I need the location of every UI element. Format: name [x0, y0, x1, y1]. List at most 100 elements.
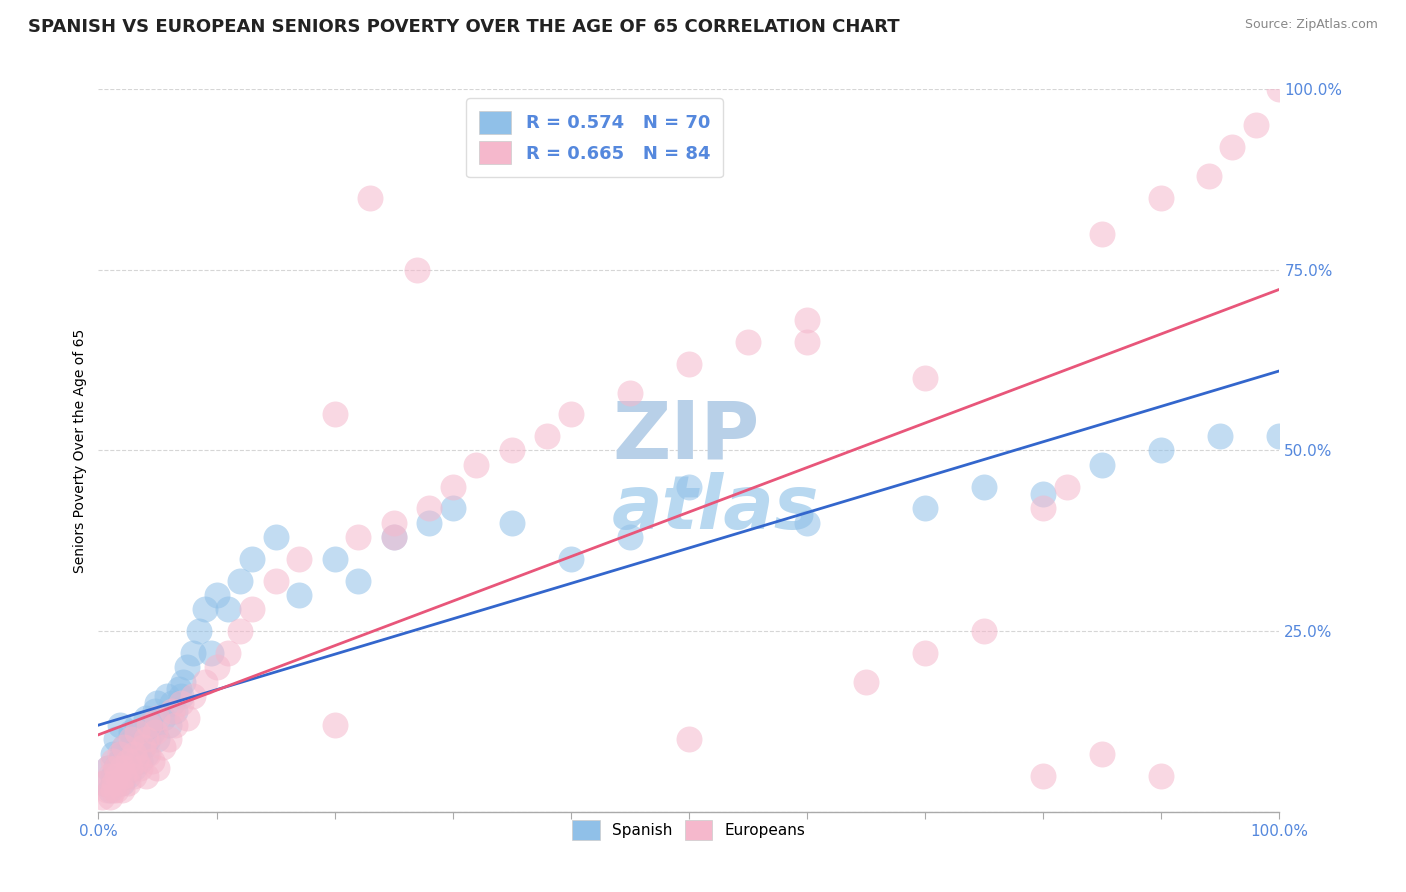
Point	[914, 646, 936, 660]
Point	[117, 754, 139, 768]
Point	[441, 480, 464, 494]
Point	[141, 725, 163, 739]
Point	[1091, 227, 1114, 241]
Point	[135, 711, 157, 725]
Point	[288, 551, 311, 566]
Point	[560, 407, 582, 421]
Point	[914, 501, 936, 516]
Point	[347, 574, 370, 588]
Point	[796, 516, 818, 530]
Point	[1150, 443, 1173, 458]
Point	[194, 674, 217, 689]
Point	[973, 480, 995, 494]
Point	[157, 718, 180, 732]
Point	[103, 776, 125, 790]
Text: Source: ZipAtlas.com: Source: ZipAtlas.com	[1244, 18, 1378, 31]
Text: ZIP: ZIP	[612, 397, 759, 475]
Point	[97, 761, 120, 775]
Point	[1056, 480, 1078, 494]
Point	[501, 516, 523, 530]
Point	[120, 761, 142, 775]
Point	[105, 732, 128, 747]
Point	[737, 334, 759, 349]
Point	[619, 530, 641, 544]
Point	[96, 783, 118, 797]
Point	[111, 761, 134, 775]
Point	[108, 718, 131, 732]
Point	[98, 790, 121, 805]
Text: atlas: atlas	[612, 472, 820, 545]
Point	[146, 761, 169, 775]
Point	[117, 776, 139, 790]
Point	[141, 754, 163, 768]
Point	[441, 501, 464, 516]
Point	[105, 769, 128, 783]
Point	[1091, 747, 1114, 761]
Point	[101, 754, 124, 768]
Point	[108, 754, 131, 768]
Point	[143, 725, 166, 739]
Point	[240, 551, 263, 566]
Point	[122, 769, 145, 783]
Point	[122, 761, 145, 775]
Point	[112, 769, 135, 783]
Point	[796, 334, 818, 349]
Point	[465, 458, 488, 472]
Y-axis label: Seniors Poverty Over the Age of 65: Seniors Poverty Over the Age of 65	[73, 328, 87, 573]
Point	[176, 660, 198, 674]
Point	[125, 747, 148, 761]
Point	[323, 407, 346, 421]
Point	[98, 783, 121, 797]
Point	[93, 776, 115, 790]
Point	[121, 732, 143, 747]
Point	[264, 574, 287, 588]
Point	[619, 385, 641, 400]
Point	[122, 747, 145, 761]
Point	[167, 681, 190, 696]
Point	[1150, 769, 1173, 783]
Point	[678, 357, 700, 371]
Point	[103, 776, 125, 790]
Point	[112, 739, 135, 754]
Point	[418, 516, 440, 530]
Point	[560, 551, 582, 566]
Point	[1032, 487, 1054, 501]
Point	[127, 725, 149, 739]
Point	[125, 754, 148, 768]
Point	[501, 443, 523, 458]
Text: SPANISH VS EUROPEAN SENIORS POVERTY OVER THE AGE OF 65 CORRELATION CHART: SPANISH VS EUROPEAN SENIORS POVERTY OVER…	[28, 18, 900, 36]
Point	[678, 480, 700, 494]
Point	[108, 747, 131, 761]
Point	[132, 739, 155, 754]
Point	[1268, 82, 1291, 96]
Point	[217, 646, 239, 660]
Point	[973, 624, 995, 639]
Point	[117, 769, 139, 783]
Point	[1032, 769, 1054, 783]
Point	[264, 530, 287, 544]
Point	[135, 769, 157, 783]
Point	[229, 574, 252, 588]
Point	[146, 711, 169, 725]
Point	[1150, 191, 1173, 205]
Point	[146, 732, 169, 747]
Point	[347, 530, 370, 544]
Point	[165, 718, 187, 732]
Point	[194, 602, 217, 616]
Point	[323, 718, 346, 732]
Point	[121, 725, 143, 739]
Point	[187, 624, 209, 639]
Point	[170, 696, 193, 710]
Point	[382, 530, 405, 544]
Point	[157, 732, 180, 747]
Point	[112, 739, 135, 754]
Point	[288, 588, 311, 602]
Point	[382, 530, 405, 544]
Point	[1268, 429, 1291, 443]
Point	[91, 790, 114, 805]
Point	[105, 761, 128, 775]
Point	[122, 732, 145, 747]
Point	[382, 516, 405, 530]
Point	[127, 718, 149, 732]
Point	[146, 696, 169, 710]
